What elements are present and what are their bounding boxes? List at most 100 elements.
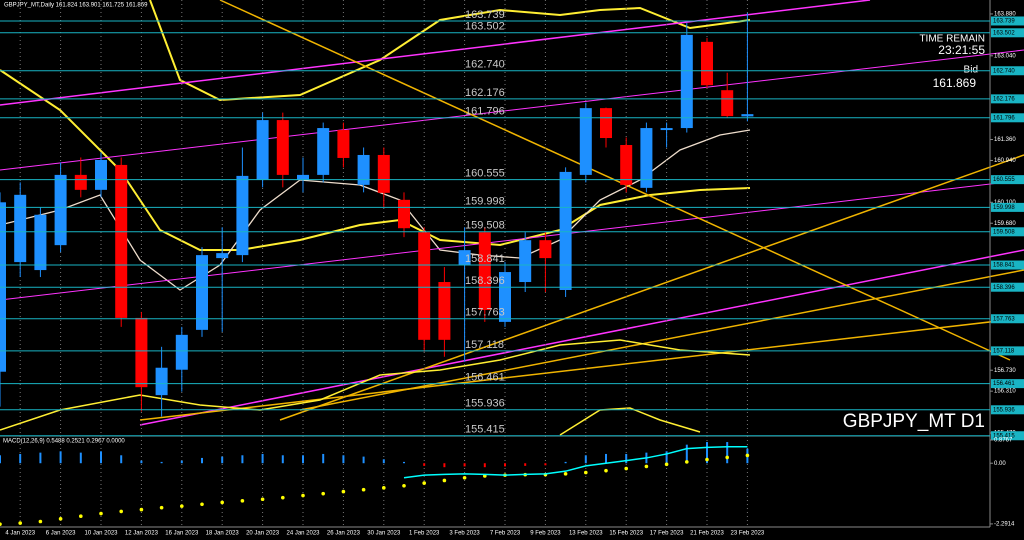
level-tag bbox=[991, 113, 1024, 123]
x-tick-label: 1 Feb 2023 bbox=[409, 531, 440, 537]
signal-dot bbox=[341, 489, 346, 494]
macd-bar bbox=[221, 456, 224, 464]
level-tag bbox=[991, 66, 1024, 76]
candle-body bbox=[236, 175, 249, 256]
signal-dot bbox=[301, 493, 305, 498]
level-tag-label: 157.763 bbox=[993, 316, 1015, 322]
macd-bar bbox=[584, 455, 587, 464]
candle-body bbox=[155, 367, 168, 396]
signal-dot bbox=[685, 460, 689, 464]
candle-body bbox=[499, 272, 511, 322]
level-tag-label: 162.740 bbox=[993, 68, 1015, 74]
y-tick-label: 159.680 bbox=[994, 221, 1016, 227]
y-tick-label: 160.100 bbox=[994, 200, 1016, 206]
level-label: 159.998 bbox=[465, 195, 505, 207]
candle-body bbox=[196, 255, 208, 330]
level-tag-label: 159.998 bbox=[993, 205, 1015, 211]
candle-body bbox=[539, 240, 552, 259]
macd-bar bbox=[39, 452, 42, 464]
level-tag bbox=[991, 94, 1024, 104]
x-tick-label: 4 Jan 2023 bbox=[5, 531, 35, 537]
level-tag bbox=[991, 28, 1024, 38]
macd-bar bbox=[403, 461, 405, 464]
y-tick-label: 0.00 bbox=[994, 461, 1006, 467]
trendline bbox=[139, 317, 1024, 421]
signal-dot bbox=[200, 502, 204, 507]
level-tag-label: 162.176 bbox=[993, 96, 1015, 102]
level-label: 155.936 bbox=[465, 398, 505, 410]
level-label: 163.502 bbox=[465, 21, 505, 33]
macd-line bbox=[403, 446, 748, 479]
candle-body bbox=[95, 159, 107, 190]
signal-dot bbox=[624, 466, 628, 471]
level-tag bbox=[991, 282, 1024, 292]
level-tag-label: 163.739 bbox=[993, 19, 1015, 25]
y-tick-label: -2.2914 bbox=[994, 521, 1015, 527]
candle-body bbox=[175, 334, 188, 370]
macd-bar bbox=[160, 461, 163, 464]
candle-body bbox=[478, 232, 491, 310]
signal-dot bbox=[382, 486, 386, 490]
chart-info: GBPJPY_MT,Daily 161.824 163.901 161.725 … bbox=[4, 3, 148, 9]
time-remain-label: TIME REMAIN bbox=[919, 34, 985, 45]
trendline bbox=[0, 179, 1024, 301]
candle-body bbox=[640, 128, 653, 188]
candle-body bbox=[559, 171, 572, 290]
signal-dot bbox=[139, 507, 144, 512]
level-tag-label: 158.396 bbox=[993, 285, 1015, 291]
macd-bar bbox=[302, 455, 304, 464]
x-tick-label: 24 Jan 2023 bbox=[286, 531, 320, 537]
signal-dot bbox=[745, 453, 750, 458]
macd-bar bbox=[524, 463, 527, 466]
level-label: 159.508 bbox=[465, 220, 505, 232]
level-tag-label: 160.555 bbox=[993, 177, 1015, 183]
x-tick-label: 12 Jan 2023 bbox=[125, 531, 159, 537]
candle-body bbox=[54, 174, 67, 246]
signal-dot bbox=[563, 472, 568, 476]
x-tick-label: 26 Jan 2023 bbox=[327, 531, 361, 537]
envelope bbox=[559, 407, 701, 436]
y-tick-label: 163.880 bbox=[994, 12, 1016, 18]
candle-body bbox=[579, 108, 592, 175]
level-tag-label: 155.415 bbox=[993, 433, 1015, 439]
level-label: 160.555 bbox=[465, 168, 505, 180]
level-tag-label: 159.508 bbox=[993, 229, 1015, 235]
candle-body bbox=[276, 120, 289, 175]
candle-body bbox=[297, 174, 309, 180]
macd-bar bbox=[0, 455, 1, 464]
x-tick-label: 18 Jan 2023 bbox=[206, 531, 240, 537]
candle-body bbox=[377, 154, 390, 193]
symbol-label: GBPJPY_MT D1 bbox=[843, 411, 985, 432]
level-label: 162.176 bbox=[465, 87, 505, 99]
signal-dot bbox=[462, 475, 467, 480]
candle-body bbox=[519, 240, 532, 283]
level-label: 163.739 bbox=[465, 9, 505, 21]
candle-body bbox=[256, 120, 269, 180]
bollinger-upper bbox=[149, 0, 751, 102]
macd-bar bbox=[59, 451, 62, 464]
x-tick-label: 6 Jan 2023 bbox=[46, 531, 76, 537]
level-label: 155.415 bbox=[465, 424, 505, 436]
candle-body bbox=[680, 34, 693, 129]
bid-label: Bid bbox=[964, 65, 978, 76]
x-tick-label: 3 Feb 2023 bbox=[449, 531, 480, 537]
macd-bar bbox=[342, 455, 345, 464]
macd-bar bbox=[443, 463, 446, 468]
level-tag bbox=[991, 227, 1024, 237]
candle-body bbox=[398, 199, 410, 229]
macd-title: MACD(12,26,9) 0.5488 0.2521 0.2967 0.000… bbox=[3, 439, 125, 445]
macd-bar bbox=[726, 442, 729, 464]
signal-dot bbox=[240, 499, 245, 503]
signal-dot bbox=[18, 521, 23, 525]
signal-dot bbox=[58, 517, 63, 521]
macd-bar bbox=[605, 453, 607, 464]
candle-body bbox=[721, 90, 734, 117]
signal-dot bbox=[281, 495, 285, 500]
bid: 161.869 bbox=[933, 76, 977, 90]
candle-body bbox=[418, 232, 431, 340]
macd-bar bbox=[322, 453, 325, 464]
signal-dot bbox=[361, 487, 366, 492]
candle-body bbox=[660, 128, 673, 131]
macd-bar bbox=[423, 463, 426, 466]
